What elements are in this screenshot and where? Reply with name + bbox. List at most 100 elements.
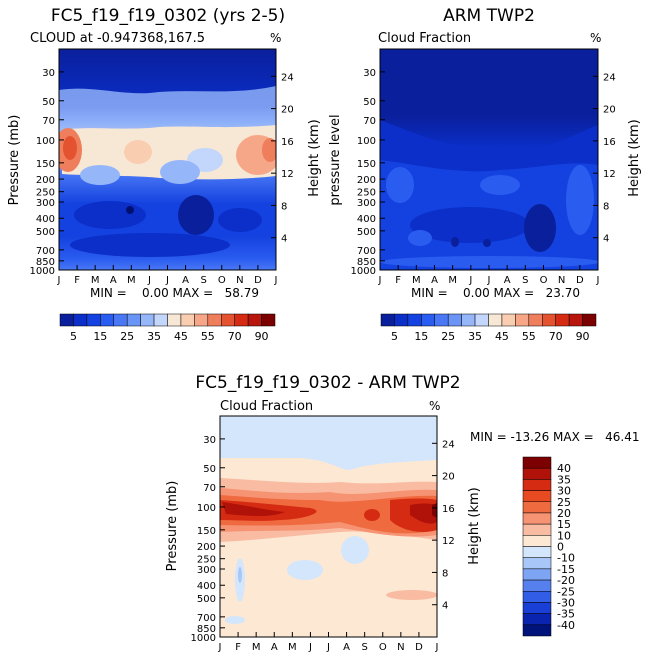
diff-mtick-label: D: [415, 642, 423, 653]
model-mtick-label: S: [200, 275, 206, 286]
obs-htick-label: 24: [603, 72, 616, 83]
colorbar-model-label: 70: [228, 330, 242, 343]
diff-htick-label: 16: [442, 504, 455, 515]
obs-mtick-label: N: [558, 275, 565, 286]
panel-model-ylabel-left: Pressure (mb): [7, 115, 22, 206]
obs-ptick-label: 200: [357, 175, 376, 186]
colorbar-model-label: 45: [174, 330, 188, 343]
panel-model-field: [59, 49, 276, 270]
colorbar-obs-label: 35: [468, 330, 482, 343]
diff-mtick-label: J: [218, 642, 222, 653]
colorbar-model-swatch: [153, 313, 168, 327]
panel-diff-stats: MIN = -13.26 MAX = 46.41: [470, 430, 640, 444]
obs-ptick-label: 50: [363, 97, 376, 108]
colorbar-obs-swatch: [488, 313, 503, 327]
colorbar-obs-label: 5: [391, 330, 398, 343]
diff-mtick-label: S: [361, 642, 367, 653]
obs-ptick-label: 300: [357, 198, 376, 209]
colorbar-diff-swatch: [522, 512, 552, 525]
obs-htick-label: 12: [603, 169, 616, 180]
colorbar-diff-swatch: [522, 546, 552, 558]
colorbar-model-swatch: [59, 313, 74, 327]
obs-mtick-label: S: [522, 275, 528, 286]
diff-ptick-label: 700: [197, 613, 216, 624]
diff-htick-label: 12: [442, 536, 455, 547]
model-mtick-label: O: [218, 275, 226, 286]
model-ptick-label: 400: [36, 214, 55, 225]
panel-obs-ylabel-right: Height (km): [627, 119, 642, 196]
colorbar-obs-swatch: [501, 313, 516, 327]
obs-mtick-label: M: [412, 275, 421, 286]
model-mtick-label: J: [147, 275, 151, 286]
model-mtick-label: A: [182, 275, 189, 286]
panel-model: FC5_f19_f19_0302 (yrs 2-5) CLOUD at -0.9…: [7, 6, 322, 343]
obs-mtick-label: F: [395, 275, 401, 286]
colorbar-diff-label: -15: [557, 563, 575, 576]
panel-obs-unit: %: [590, 31, 601, 45]
colorbar-diff-label: -40: [557, 619, 575, 632]
colorbar-model-label: 5: [70, 330, 77, 343]
colorbar-model-label: 90: [255, 330, 269, 343]
colorbar-diff-label: 35: [557, 473, 571, 486]
obs-mtick-label: A: [431, 275, 438, 286]
colorbar-diff-label: 0: [557, 541, 564, 554]
colorbar-diff-swatch: [522, 490, 552, 502]
colorbar-diff-swatch: [522, 456, 552, 469]
model-ptick-label: 1000: [30, 266, 55, 277]
colorbar-obs-swatch: [407, 313, 422, 327]
colorbar-obs-label: 45: [495, 330, 509, 343]
colorbar-model-label: 15: [93, 330, 107, 343]
colorbar-diff-swatch: [522, 557, 552, 570]
colorbar-diff-swatch: [522, 613, 552, 626]
model-htick-label: 12: [281, 169, 294, 180]
colorbar-diff-label: 40: [557, 462, 571, 475]
panel-obs-subtitle: Cloud Fraction: [378, 31, 471, 46]
obs-htick-label: 20: [603, 105, 616, 116]
colorbar-model-swatch: [126, 313, 141, 327]
colorbar-diff-label: 15: [557, 518, 571, 531]
diff-mtick-label: F: [235, 642, 241, 653]
colorbar-obs-label: 90: [576, 330, 590, 343]
diff-ptick-label: 50: [203, 464, 216, 475]
obs-ptick-label: 850: [357, 257, 376, 268]
colorbar-diff-label: 30: [557, 485, 571, 498]
obs-mtick-label: J: [596, 275, 600, 286]
obs-ptick-label: 30: [363, 68, 376, 79]
model-mtick-label: M: [127, 275, 136, 286]
colorbar-model-label: 35: [147, 330, 161, 343]
colorbar-model: 5 15 25 35 45 55 70 90: [59, 313, 276, 343]
diff-ptick-label: 400: [197, 581, 216, 592]
colorbar-diff-swatch: [522, 624, 552, 637]
diff-htick-label: 20: [442, 472, 455, 483]
diff-mtick-label: A: [271, 642, 278, 653]
diff-ptick-label: 200: [197, 542, 216, 553]
colorbar-obs-swatch: [474, 313, 489, 327]
obs-mtick-label: O: [540, 275, 548, 286]
panel-model-ylabel-right: Height (km): [307, 119, 322, 196]
colorbar-model-swatch: [86, 313, 101, 327]
colorbar-obs-swatch: [528, 313, 543, 327]
colorbar-diff-swatch: [522, 535, 552, 547]
model-ptick-label: 100: [36, 136, 55, 147]
colorbar-obs-swatch: [515, 313, 530, 327]
diff-ptick-label: 300: [197, 565, 216, 576]
model-mtick-label: A: [110, 275, 117, 286]
diff-mtick-label: J: [326, 642, 330, 653]
model-mtick-label: N: [236, 275, 243, 286]
obs-htick-label: 8: [603, 201, 609, 212]
colorbar-obs-label: 15: [414, 330, 428, 343]
panel-diff: FC5_f19_f19_0302 - ARM TWP2 Cloud Fracti…: [165, 373, 640, 653]
diff-htick-label: 4: [442, 601, 448, 612]
colorbar-model-swatch: [247, 313, 262, 327]
diff-mtick-label: J: [435, 642, 439, 653]
colorbar-diff-label: 25: [557, 496, 571, 509]
obs-ptick-label: 400: [357, 214, 376, 225]
colorbar-diff-label: -20: [557, 574, 575, 587]
diff-ptick-label: 150: [197, 526, 216, 537]
panel-model-stats: MIN = 0.00 MAX = 58.79: [90, 286, 259, 300]
colorbar-model-swatch: [180, 313, 195, 327]
panel-diff-unit: %: [429, 399, 440, 413]
colorbar-diff-swatch: [522, 467, 552, 480]
